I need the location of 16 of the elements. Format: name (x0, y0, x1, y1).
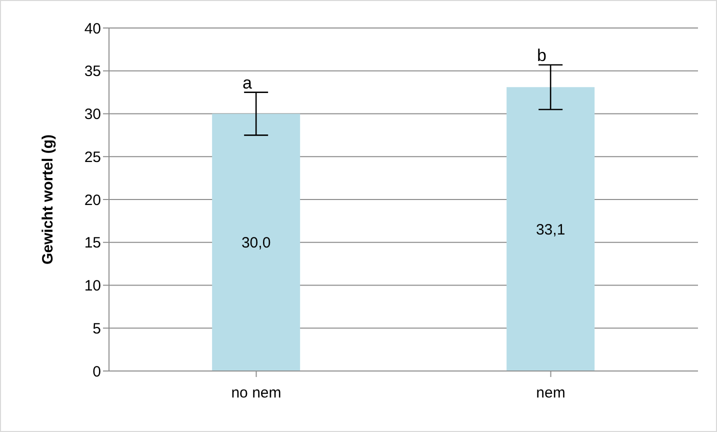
y-tick-label: 5 (92, 320, 101, 338)
y-axis-title: Gewicht wortel (g) (39, 134, 56, 265)
data-label: 33,1 (536, 221, 566, 238)
y-tick-label: 25 (84, 148, 101, 166)
y-tick-label: 20 (84, 192, 101, 209)
y-tick-label: 40 (84, 20, 101, 38)
x-tick-label: no nem (231, 384, 282, 402)
annotation: b (537, 46, 546, 65)
data-label: 30,0 (241, 234, 271, 252)
y-tick-label: 10 (84, 278, 101, 295)
annotation: a (242, 73, 253, 92)
y-tick-label: 0 (92, 363, 101, 380)
y-tick-label: 15 (84, 234, 101, 252)
y-tick-label: 30 (84, 106, 101, 124)
x-tick-label: nem (536, 384, 566, 402)
y-tick-label: 35 (84, 63, 101, 80)
